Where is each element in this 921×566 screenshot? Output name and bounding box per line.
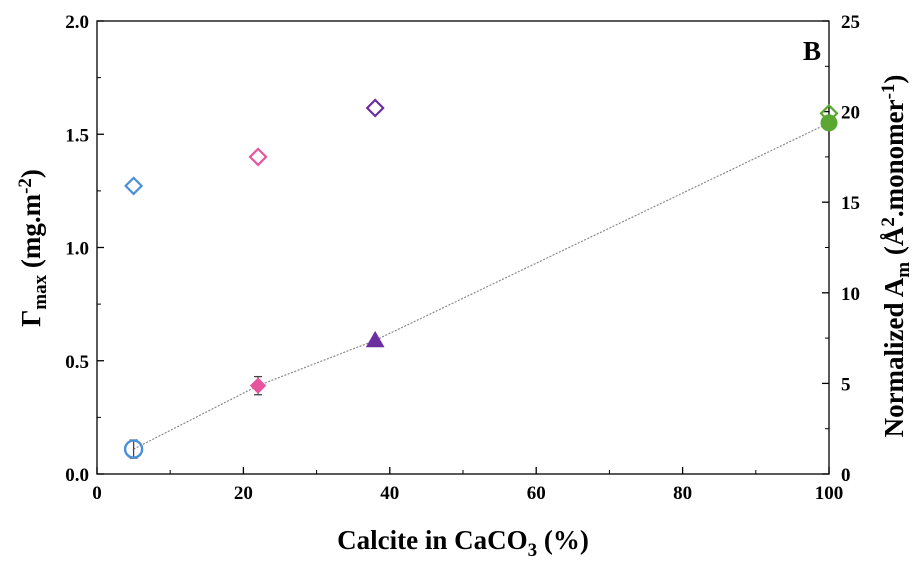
right-y-tick-label: 25 bbox=[841, 12, 860, 33]
left-y-tick-label: 1.5 bbox=[65, 125, 89, 146]
x-tick-label: 0 bbox=[92, 483, 102, 504]
x-tick-label: 80 bbox=[673, 483, 692, 504]
panel-label: B bbox=[803, 36, 821, 66]
trendline-layer bbox=[133, 122, 830, 450]
open-circle-marker bbox=[123, 439, 144, 459]
x-axis-title: Calcite in CaCO3 (%) bbox=[337, 525, 589, 561]
data-markers bbox=[123, 98, 839, 459]
circle-marker bbox=[820, 114, 838, 132]
open-diamond-marker bbox=[248, 147, 268, 167]
right-y-tick-label: 20 bbox=[841, 103, 860, 124]
x-tick-label: 20 bbox=[234, 483, 253, 504]
diamond-marker bbox=[249, 377, 267, 394]
right-y-tick-label: 5 bbox=[841, 374, 851, 395]
left-y-tick-label: 2.0 bbox=[65, 12, 89, 33]
open-diamond-marker bbox=[365, 98, 385, 118]
x-tick-label: 60 bbox=[527, 483, 546, 504]
triangle-marker bbox=[365, 330, 385, 348]
plot-border bbox=[96, 20, 830, 475]
x-tick-label: 40 bbox=[380, 483, 399, 504]
right-y-axis-title: Normalized Am (Å2.monomer-1) bbox=[878, 75, 914, 438]
right-y-tick-label: 10 bbox=[841, 284, 860, 305]
x-axis-ticks: 0 20 40 60 80 100 bbox=[92, 467, 843, 504]
open-diamond-marker bbox=[124, 176, 144, 196]
plot-frame bbox=[96, 20, 830, 475]
right-y-tick-label: 0 bbox=[841, 465, 851, 486]
right-y-axis-ticks: 0 5 10 15 20 25 bbox=[822, 12, 860, 486]
left-y-axis-title: Γmax (mg.m-2) bbox=[15, 169, 51, 327]
right-y-tick-label: 15 bbox=[841, 193, 860, 214]
x-tick-label: 100 bbox=[815, 483, 844, 504]
trendline bbox=[133, 122, 830, 450]
left-y-tick-label: 0.5 bbox=[65, 352, 89, 373]
left-y-tick-label: 0.0 bbox=[65, 465, 89, 486]
left-y-axis-ticks: 0.0 0.5 1.0 1.5 2.0 bbox=[65, 12, 104, 486]
left-y-tick-label: 1.0 bbox=[65, 239, 89, 260]
